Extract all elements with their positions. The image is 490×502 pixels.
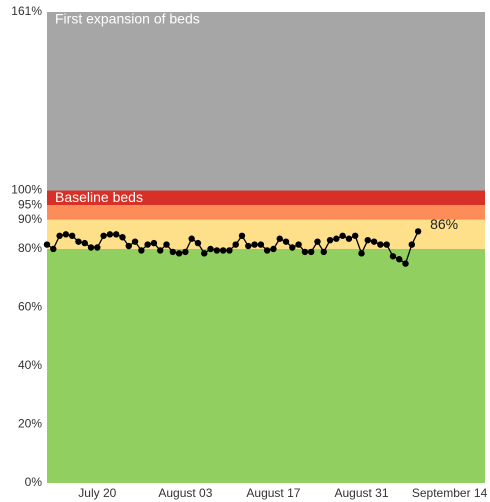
point xyxy=(352,232,359,239)
y-tick-label: 60% xyxy=(18,300,42,314)
point xyxy=(226,247,233,254)
point xyxy=(364,236,371,244)
point xyxy=(94,244,101,251)
point xyxy=(339,232,346,239)
point xyxy=(370,238,378,245)
point xyxy=(295,241,302,248)
point xyxy=(257,241,265,248)
point xyxy=(201,250,208,257)
y-tick-label: 95% xyxy=(18,197,42,211)
point xyxy=(301,248,309,256)
y-tick-label: 90% xyxy=(18,212,42,226)
band xyxy=(47,248,485,483)
point xyxy=(345,235,353,242)
point xyxy=(163,241,170,248)
point xyxy=(282,238,290,245)
x-tick-label: August 03 xyxy=(158,486,212,500)
point xyxy=(402,260,409,267)
point xyxy=(125,242,132,250)
point xyxy=(389,253,397,260)
point xyxy=(144,241,151,248)
point xyxy=(289,244,296,251)
point xyxy=(358,250,365,257)
point xyxy=(182,248,189,256)
band xyxy=(47,190,485,206)
point xyxy=(175,250,183,257)
point xyxy=(263,247,271,254)
point xyxy=(106,231,114,238)
y-tick-label: 0% xyxy=(25,475,43,489)
point xyxy=(56,232,63,239)
point xyxy=(414,228,422,235)
point xyxy=(119,234,126,241)
point xyxy=(314,238,321,245)
point xyxy=(333,235,340,242)
y-tick-label: 80% xyxy=(18,241,42,255)
band xyxy=(47,205,485,220)
point xyxy=(377,241,384,248)
point xyxy=(326,236,334,244)
point xyxy=(320,248,327,256)
point xyxy=(245,242,252,250)
x-tick-label: September 14 xyxy=(412,486,488,500)
y-tick-label: 40% xyxy=(18,358,42,372)
point xyxy=(50,245,57,253)
point xyxy=(213,247,221,254)
point xyxy=(150,239,158,247)
x-tick-label: July 20 xyxy=(78,486,116,500)
point xyxy=(276,235,283,242)
band xyxy=(47,12,485,191)
point xyxy=(396,256,403,263)
band-label: Baseline beds xyxy=(55,189,143,205)
point xyxy=(251,241,258,248)
point xyxy=(68,232,76,239)
point xyxy=(270,245,277,253)
point xyxy=(188,235,195,242)
point xyxy=(232,241,239,248)
point xyxy=(307,248,315,256)
point xyxy=(383,241,390,248)
point xyxy=(112,231,120,238)
y-tick-label: 161% xyxy=(11,4,42,18)
point xyxy=(75,238,82,245)
point xyxy=(219,247,227,254)
x-tick-label: August 31 xyxy=(334,486,388,500)
point xyxy=(157,247,164,254)
y-tick-label: 100% xyxy=(11,183,42,197)
point xyxy=(238,232,246,239)
point xyxy=(169,248,176,256)
point xyxy=(131,238,139,245)
band-label: First expansion of beds xyxy=(55,11,200,27)
point xyxy=(43,241,51,248)
point xyxy=(194,239,202,247)
point xyxy=(207,245,214,253)
x-tick-label: August 17 xyxy=(246,486,300,500)
point xyxy=(100,232,107,239)
point xyxy=(62,231,70,238)
end-label: 86% xyxy=(430,216,458,232)
point xyxy=(87,244,95,251)
point xyxy=(81,239,88,247)
point xyxy=(408,241,416,248)
y-tick-label: 20% xyxy=(18,417,42,431)
point xyxy=(138,247,145,254)
